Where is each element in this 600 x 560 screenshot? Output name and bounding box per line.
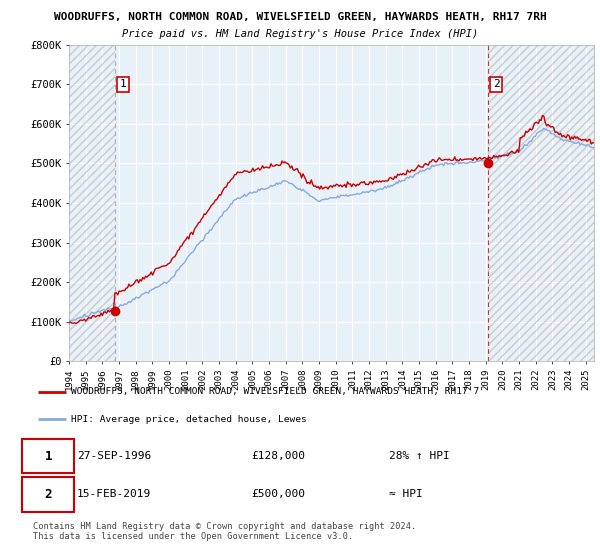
Text: HPI: Average price, detached house, Lewes: HPI: Average price, detached house, Lewe… <box>71 415 307 424</box>
Text: Contains HM Land Registry data © Crown copyright and database right 2024.
This d: Contains HM Land Registry data © Crown c… <box>33 522 416 542</box>
Text: 1: 1 <box>44 450 52 463</box>
Text: WOODRUFFS, NORTH COMMON ROAD, WIVELSFIELD GREEN, HAYWARDS HEATH, RH17 7: WOODRUFFS, NORTH COMMON ROAD, WIVELSFIEL… <box>71 387 479 396</box>
Text: WOODRUFFS, NORTH COMMON ROAD, WIVELSFIELD GREEN, HAYWARDS HEATH, RH17 7RH: WOODRUFFS, NORTH COMMON ROAD, WIVELSFIEL… <box>53 12 547 22</box>
Text: £500,000: £500,000 <box>251 489 305 500</box>
Text: 15-FEB-2019: 15-FEB-2019 <box>77 489 151 500</box>
Text: 27-SEP-1996: 27-SEP-1996 <box>77 451 151 461</box>
Text: ≈ HPI: ≈ HPI <box>389 489 422 500</box>
Text: 2: 2 <box>493 80 499 90</box>
Text: 28% ↑ HPI: 28% ↑ HPI <box>389 451 449 461</box>
Bar <box>69 45 115 361</box>
Text: 1: 1 <box>119 80 127 90</box>
Bar <box>488 45 594 361</box>
Text: 2: 2 <box>44 488 52 501</box>
Text: £128,000: £128,000 <box>251 451 305 461</box>
FancyBboxPatch shape <box>22 439 74 473</box>
Bar <box>69 45 115 361</box>
Text: Price paid vs. HM Land Registry's House Price Index (HPI): Price paid vs. HM Land Registry's House … <box>122 29 478 39</box>
FancyBboxPatch shape <box>22 477 74 511</box>
